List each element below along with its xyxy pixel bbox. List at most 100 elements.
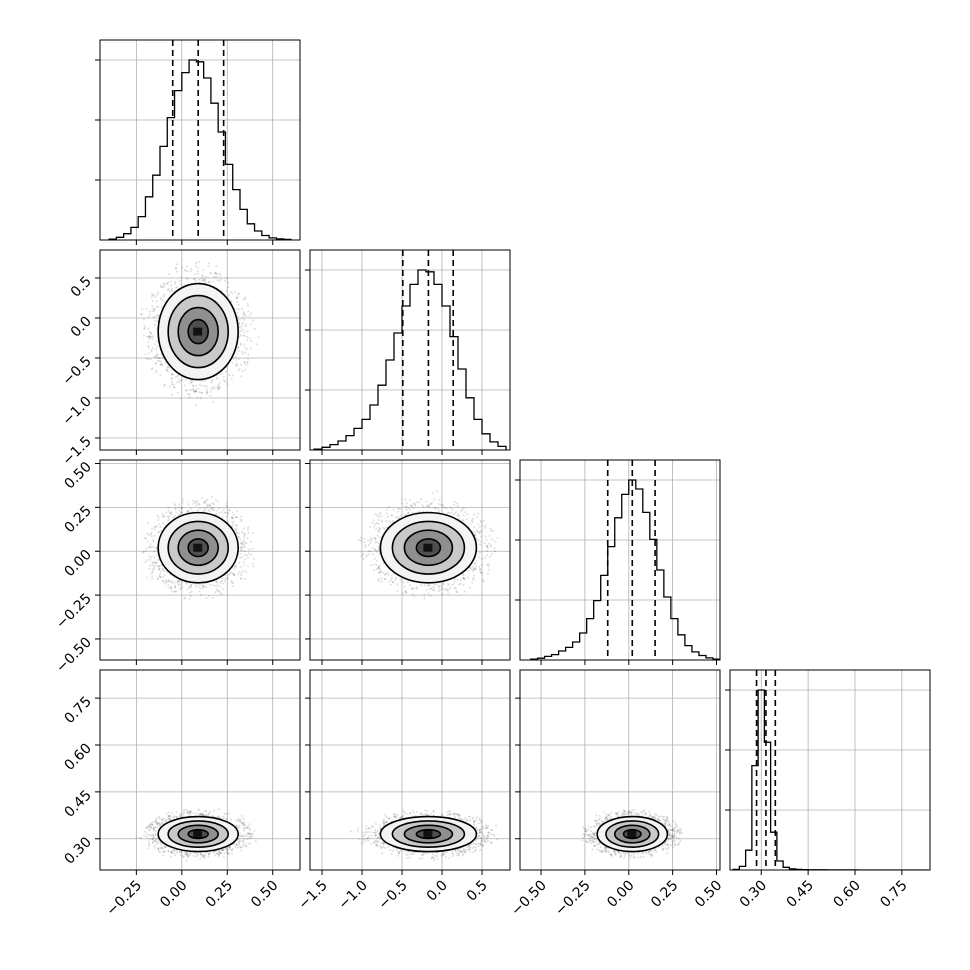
histogram-0 [108, 59, 292, 240]
scatter-point [670, 834, 673, 837]
scatter-point [170, 290, 173, 293]
scatter-point [234, 528, 237, 531]
scatter-point [245, 542, 248, 545]
scatter-point [466, 819, 469, 822]
scatter-point [148, 829, 151, 832]
scatter-point [158, 567, 161, 570]
scatter-point [154, 561, 157, 564]
scatter-point [175, 286, 178, 289]
scatter-point [374, 513, 377, 516]
scatter-point [673, 836, 676, 839]
scatter-point [218, 272, 221, 275]
scatter-point [463, 850, 466, 853]
scatter-point [382, 842, 385, 845]
y-tick-label: 0.00 [61, 547, 94, 580]
scatter-point [392, 581, 395, 584]
scatter-point [623, 810, 626, 813]
scatter-point [492, 833, 495, 836]
scatter-point [163, 295, 166, 298]
scatter-point [421, 814, 424, 817]
scatter-point [438, 585, 441, 588]
scatter-point [256, 343, 259, 346]
scatter-point [369, 526, 372, 529]
scatter-point [203, 384, 206, 387]
scatter-point [383, 527, 386, 530]
scatter-point [425, 813, 428, 816]
scatter-point [677, 837, 680, 840]
scatter-point [431, 501, 434, 504]
scatter-point [201, 813, 204, 816]
scatter-point [175, 270, 178, 273]
scatter-point [478, 566, 481, 569]
scatter-point [180, 511, 183, 514]
scatter-point [650, 853, 653, 856]
scatter-point [442, 854, 445, 857]
scatter-point [202, 854, 205, 857]
scatter-point [477, 513, 480, 516]
scatter-point [148, 823, 151, 826]
scatter-point [156, 293, 159, 296]
scatter-point [451, 508, 454, 511]
scatter-point [227, 512, 230, 515]
scatter-point [408, 812, 411, 815]
scatter-point [367, 830, 370, 833]
scatter-point [154, 319, 157, 322]
scatter-point [384, 573, 387, 576]
scatter-point [380, 569, 383, 572]
scatter-point [650, 855, 653, 858]
scatter-point [604, 849, 607, 852]
scatter-point [151, 574, 154, 577]
scatter-point [157, 565, 160, 568]
scatter-point [456, 849, 459, 852]
scatter-point [478, 831, 481, 834]
scatter-point [144, 549, 147, 552]
scatter-point [157, 523, 160, 526]
scatter-point [442, 505, 445, 508]
scatter-point [141, 313, 144, 316]
scatter-point [220, 852, 223, 855]
scatter-point [148, 335, 151, 338]
scatter-point [251, 547, 254, 550]
scatter-point [600, 849, 603, 852]
scatter-point [212, 506, 215, 509]
scatter-point [184, 378, 187, 381]
scatter-point [477, 836, 480, 839]
scatter-point [178, 851, 181, 854]
scatter-point [157, 815, 160, 818]
scatter-point [604, 846, 607, 849]
scatter-point [457, 513, 460, 516]
scatter-point [440, 503, 443, 506]
scatter-point [155, 821, 158, 824]
scatter-point [473, 820, 476, 823]
scatter-point [667, 844, 670, 847]
scatter-point [628, 810, 631, 813]
scatter-point [216, 388, 219, 391]
scatter-point [170, 288, 173, 291]
scatter-point [356, 827, 359, 830]
scatter-point [434, 854, 437, 857]
scatter-point [146, 576, 149, 579]
scatter-point [630, 811, 633, 814]
scatter-point [240, 329, 243, 332]
x-tick-label: 0.30 [737, 878, 770, 911]
scatter-point [195, 504, 198, 507]
scatter-point [216, 275, 219, 278]
scatter-point [433, 498, 436, 501]
scatter-point [419, 814, 422, 817]
scatter-point [237, 536, 240, 539]
scatter-point [605, 817, 608, 820]
scatter-point [149, 358, 152, 361]
scatter-point [171, 580, 174, 583]
scatter-point [472, 577, 475, 580]
scatter-point [207, 812, 210, 815]
scatter-point [208, 853, 211, 856]
scatter-point [239, 549, 242, 552]
scatter-point [604, 846, 607, 849]
scatter-point [377, 833, 380, 836]
scatter-point [194, 500, 197, 503]
scatter-point [378, 536, 381, 539]
scatter-point [648, 810, 651, 813]
scatter-point [174, 267, 177, 270]
scatter-point [195, 384, 198, 387]
scatter-point [484, 535, 487, 538]
